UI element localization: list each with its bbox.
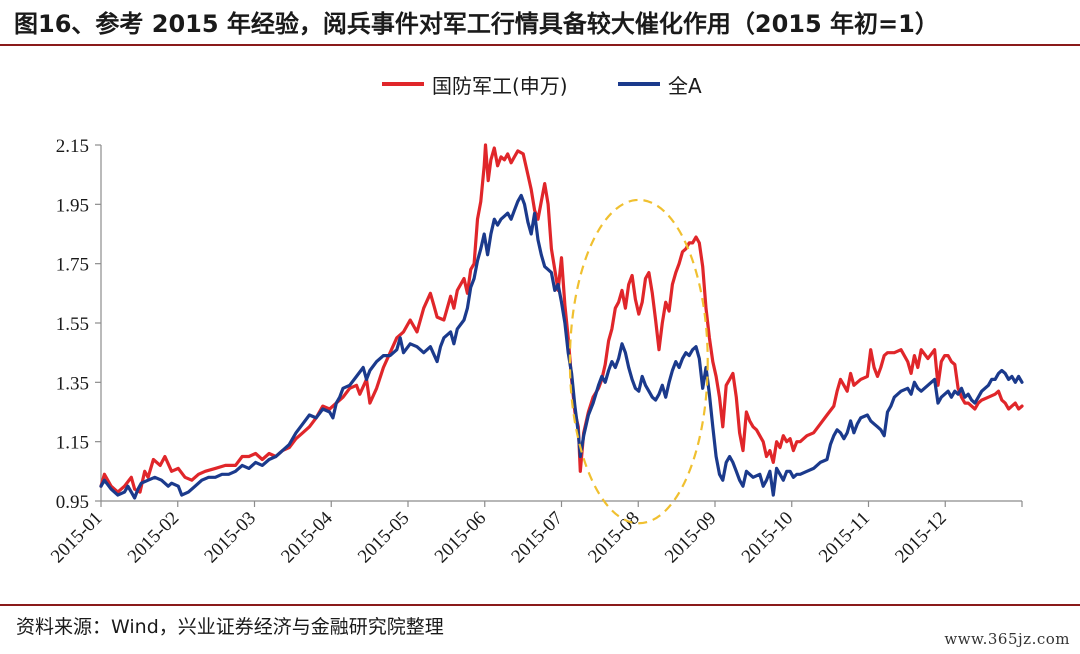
- y-tick-label: 1.35: [56, 373, 89, 394]
- highlight-ellipse: [568, 198, 709, 525]
- y-tick-label: 2.15: [56, 136, 89, 157]
- chart-legend: 国防军工(申万) 全A: [0, 70, 1080, 98]
- legend-label-all-a: 全A: [668, 73, 702, 98]
- x-tick-label: 2015-07: [507, 508, 567, 568]
- legend-label-defense: 国防军工(申万): [432, 73, 568, 98]
- footer-divider: [0, 604, 1080, 606]
- chart-annotations: [568, 198, 709, 525]
- chart-title: 图16、参考 2015 年经验，阅兵事件对军工行情具备较大催化作用（2015 年…: [14, 10, 939, 38]
- series-line-all-a: [99, 193, 1024, 500]
- y-tick-label: 1.95: [56, 195, 89, 216]
- x-tick-label: 2015-09: [661, 508, 721, 568]
- x-tick-label: 2015-11: [815, 508, 874, 567]
- x-tick-label: 2015-01: [47, 508, 107, 568]
- x-tick-label: 2015-03: [200, 508, 260, 568]
- y-tick-label: 1.75: [56, 255, 89, 276]
- x-tick-label: 2015-04: [277, 507, 337, 567]
- legend-swatch-defense: [382, 82, 424, 86]
- x-tick-label: 2015-10: [738, 508, 798, 568]
- legend-item-all-a: 全A: [618, 70, 702, 98]
- chart-series: [99, 143, 1024, 500]
- legend-swatch-all-a: [618, 82, 660, 86]
- title-divider: [0, 44, 1080, 46]
- y-tick-label: 1.55: [56, 314, 89, 335]
- series-line-defense: [99, 143, 1024, 494]
- x-tick-label: 2015-08: [584, 508, 644, 568]
- source-note: 资料来源：Wind，兴业证券经济与金融研究院整理: [16, 616, 444, 638]
- legend-item-defense: 国防军工(申万): [382, 70, 568, 98]
- y-tick-label: 1.15: [56, 433, 89, 454]
- x-tick-label: 2015-02: [124, 508, 184, 568]
- x-tick-label: 2015-06: [431, 508, 491, 568]
- y-tick-label: 0.95: [56, 492, 89, 513]
- watermark: www.365jz.com: [944, 630, 1070, 648]
- x-tick-label: 2015-05: [354, 508, 414, 568]
- x-tick-label: 2015-12: [891, 508, 951, 568]
